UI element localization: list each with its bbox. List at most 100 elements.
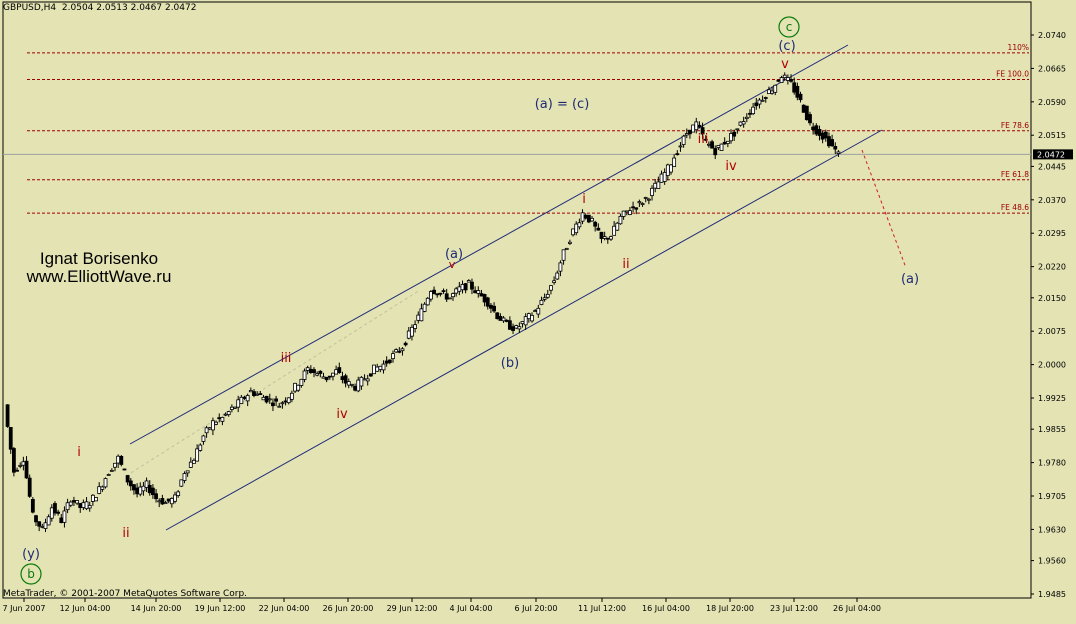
candle-body	[441, 290, 446, 293]
candle-body	[410, 326, 414, 337]
candle-body	[514, 325, 519, 329]
candle-body	[277, 405, 282, 408]
candle-body	[463, 283, 468, 291]
candle-body	[583, 214, 588, 219]
candle-body	[365, 378, 370, 382]
wave-label: b	[27, 567, 35, 581]
candle-body	[53, 503, 57, 514]
candle-body	[217, 417, 222, 420]
candle-body	[725, 140, 730, 144]
candle-body	[836, 151, 841, 154]
candle-body	[233, 406, 237, 409]
candle-body	[406, 330, 411, 339]
y-tick-label: 2.0590	[1038, 98, 1066, 107]
brand-block: Ignat Borisenko www.ElliottWave.ru	[14, 250, 184, 286]
candle-body	[492, 305, 496, 312]
candle-body	[283, 400, 288, 403]
candle-body	[334, 369, 339, 375]
candle-body	[141, 485, 146, 492]
candle-body	[454, 288, 459, 294]
candle-body	[15, 469, 19, 472]
candle-body	[135, 487, 140, 495]
candle-body	[688, 129, 692, 135]
wave-label: iv	[725, 159, 737, 174]
author-site: www.ElliottWave.ru	[26, 267, 172, 286]
candle-body	[157, 500, 162, 503]
x-tick-label: 14 Jun 20:00	[131, 604, 182, 613]
candle-body	[428, 291, 433, 300]
candle-body	[820, 132, 825, 140]
fib-level-label: FE 48.6	[1001, 203, 1029, 212]
candle-body	[425, 297, 430, 306]
y-tick-label: 1.9560	[1038, 557, 1066, 566]
candle-body	[100, 486, 105, 490]
candle-body	[271, 402, 275, 407]
candle-body	[631, 206, 635, 209]
candle-body	[618, 215, 623, 225]
wave-label: i	[77, 445, 81, 460]
candle-body	[789, 78, 793, 82]
wave-label: (b)	[501, 356, 519, 371]
candle-body	[444, 293, 449, 300]
candle-body	[549, 285, 553, 291]
symbol-label: GBPUSD,H4	[3, 3, 57, 13]
current-price-label: 2.0472	[1037, 150, 1065, 159]
candle-body	[748, 112, 752, 115]
candle-body	[308, 368, 313, 373]
candle-body	[163, 502, 168, 505]
candle-body	[605, 237, 610, 240]
candle-body	[526, 313, 531, 320]
candle-body	[741, 121, 746, 125]
candle-body	[447, 297, 452, 300]
candle-body	[274, 398, 279, 402]
candle-body	[571, 228, 575, 236]
candle-body	[128, 480, 133, 487]
wave-label: (a)	[445, 247, 463, 262]
candle-body	[43, 522, 48, 529]
candle-body	[150, 487, 155, 496]
x-tick-label: 26 Jun 20:00	[323, 604, 374, 613]
candle-body	[299, 378, 304, 386]
candle-body	[387, 359, 392, 363]
candle-body	[596, 227, 601, 231]
candle-body	[498, 316, 503, 321]
y-tick-label: 2.0370	[1038, 196, 1066, 205]
candle-body	[169, 498, 174, 505]
candle-body	[109, 469, 114, 472]
candle-body	[211, 420, 215, 431]
candle-body	[653, 182, 658, 189]
candle-body	[561, 249, 566, 261]
channel-lower-line	[165, 129, 883, 531]
candle-body	[599, 231, 604, 239]
candle-body	[659, 173, 664, 183]
candle-body	[46, 516, 51, 526]
candle-body	[814, 125, 819, 135]
candle-body	[394, 349, 399, 353]
x-tick-label: 23 Jul 12:00	[770, 604, 818, 613]
candle-body	[176, 491, 181, 496]
candle-body	[760, 99, 765, 102]
candle-body	[252, 391, 256, 396]
x-tick-label: 7 Jun 2007	[2, 604, 45, 613]
candle-body	[68, 501, 73, 506]
candle-body	[337, 367, 342, 374]
channel-mid-line	[125, 289, 421, 477]
candle-body	[220, 416, 225, 422]
candle-body	[675, 153, 680, 156]
candle-body	[84, 501, 89, 510]
candle-body	[530, 314, 534, 322]
candle-body	[198, 444, 203, 451]
candle-body	[119, 456, 124, 465]
y-tick-label: 2.0075	[1038, 327, 1066, 336]
candle-body	[201, 435, 206, 442]
candle-body	[65, 502, 70, 511]
chart-header: GBPUSD,H4 2.0504 2.0513 2.0467 2.0472	[3, 3, 196, 13]
candle-body	[511, 326, 515, 331]
candle-body	[656, 181, 661, 189]
candle-body	[634, 207, 639, 210]
candle-body	[24, 460, 29, 479]
candle-body	[312, 369, 316, 373]
candle-body	[359, 376, 364, 387]
